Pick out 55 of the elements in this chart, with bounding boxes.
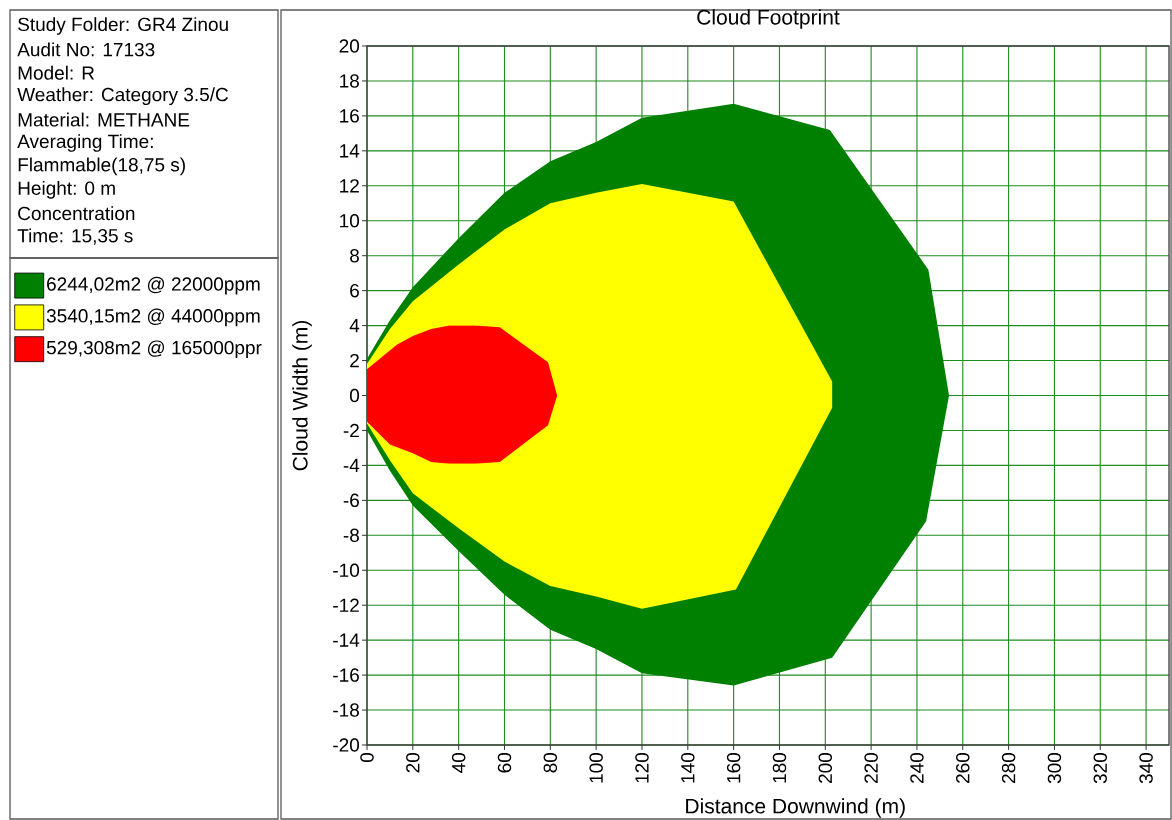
y-tick-label: 8 <box>350 248 359 263</box>
chart-title: Cloud Footprint <box>697 9 840 29</box>
text: Audit No: 17133 <box>17 42 155 57</box>
x-tick-label: 200 <box>818 752 833 783</box>
y-tick-label: 20 <box>339 39 360 53</box>
y-axis-title: Cloud Width (m) <box>292 320 312 471</box>
y-tick-label: -18 <box>333 703 359 717</box>
x-tick-label: 180 <box>772 752 787 783</box>
x-tick-label: 260 <box>956 752 970 783</box>
y-tick-label: -14 <box>333 633 360 647</box>
y-tick-label: 2 <box>350 353 359 368</box>
y-tick-label: 4 <box>349 319 360 333</box>
y-tick-label: -16 <box>333 668 359 682</box>
x-tick-label: 160 <box>726 752 741 783</box>
text: Material: METHANE <box>18 112 190 127</box>
x-tick-label: 0 <box>360 752 374 763</box>
legend-label: 3540,15m2 @ 44000ppm <box>46 308 260 327</box>
text: Study Folder: GR4 Zinou <box>18 17 228 35</box>
x-tick-label: 300 <box>1047 752 1062 784</box>
x-tick-label: 20 <box>406 752 420 773</box>
y-tick-label: 16 <box>340 109 359 123</box>
y-tick-label: 10 <box>340 214 360 228</box>
y-tick-label: -12 <box>333 598 359 612</box>
x-tick-label: 220 <box>864 752 878 783</box>
text: Model: R <box>18 65 95 80</box>
y-tick-label: -10 <box>333 563 360 577</box>
y-tick-label: -8 <box>343 528 359 543</box>
y-tick-label: -4 <box>343 458 360 472</box>
x-tick-label: 100 <box>589 752 603 783</box>
text: Flammable(18,75 s) <box>18 157 185 176</box>
y-tick-label: -6 <box>343 493 359 508</box>
x-tick-label: 320 <box>1093 752 1107 784</box>
legend-label: 529,308m2 @ 165000ppr <box>46 340 262 359</box>
x-tick-label: 120 <box>635 752 649 783</box>
x-axis-title: Distance Downwind (m) <box>686 798 905 818</box>
y-tick-label: 0 <box>349 388 360 403</box>
y-tick-label: 14 <box>340 144 360 158</box>
x-tick-label: 340 <box>1139 752 1153 784</box>
text: Concentration <box>18 206 135 221</box>
x-tick-label: 60 <box>497 752 512 773</box>
text: Time: 15,35 s <box>17 228 133 245</box>
text: Averaging Time: <box>17 134 153 152</box>
legend-label: 6244,02m2 @ 22000ppm <box>47 276 260 295</box>
x-tick-label: 240 <box>910 752 924 783</box>
x-tick-label: 280 <box>1001 752 1016 783</box>
y-tick-label: -2 <box>343 423 359 438</box>
y-tick-label: 12 <box>340 179 359 193</box>
x-tick-label: 40 <box>451 752 466 773</box>
text: Height: 0 m <box>18 180 115 199</box>
y-tick-label: 6 <box>350 283 359 298</box>
text: Weather: Category 3.5/C <box>17 87 229 106</box>
x-tick-label: 80 <box>543 752 558 773</box>
y-tick-label: -20 <box>333 738 360 752</box>
x-tick-label: 140 <box>681 752 695 783</box>
y-tick-label: 18 <box>340 74 359 88</box>
